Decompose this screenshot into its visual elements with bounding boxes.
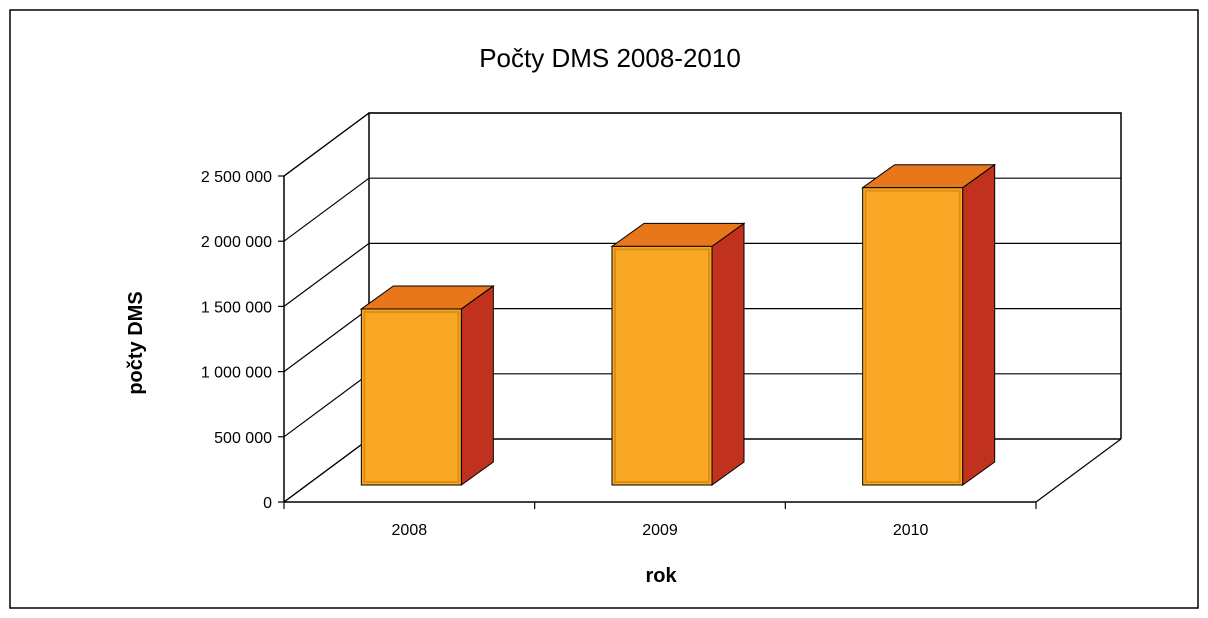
floor-right-edge xyxy=(1035,438,1122,503)
bar-front-face xyxy=(611,245,713,486)
x-axis-title: rok xyxy=(645,565,677,587)
y-tick-label: 1 000 000 xyxy=(201,365,272,382)
y-tick-label: 500 000 xyxy=(214,430,272,447)
bar-front-highlight xyxy=(864,189,961,484)
side-wall-gridline xyxy=(283,242,370,307)
bar-front-face xyxy=(862,187,964,486)
y-tick-label: 2 000 000 xyxy=(201,234,272,251)
plot-area: 0 500 000 1 000 000 1 500 000 2 000 000 2 500… xyxy=(201,112,1122,539)
bar-front-highlight xyxy=(363,310,460,483)
x-tick-label: 2009 xyxy=(642,522,678,539)
bar-side-face xyxy=(711,222,745,486)
side-wall-gridline xyxy=(283,373,370,438)
y-tick-label: 2 500 000 xyxy=(201,169,272,186)
bar-side-face xyxy=(460,284,494,486)
bar-front-face xyxy=(360,308,462,486)
bar xyxy=(861,163,997,486)
side-wall-gridline xyxy=(283,308,370,373)
y-tick-label: 0 xyxy=(263,495,272,512)
bar-front-highlight xyxy=(614,248,710,483)
x-tick-label: 2010 xyxy=(893,522,929,539)
floor-left-edge xyxy=(283,438,370,503)
bar xyxy=(359,284,495,486)
y-axis-title: počty DMS xyxy=(125,291,147,394)
y-tick-label: 1 500 000 xyxy=(201,299,272,316)
chart-title: Počty DMS 2008-2010 xyxy=(479,43,741,73)
side-wall-gridline xyxy=(283,112,370,177)
x-tick-label: 2008 xyxy=(392,522,428,539)
bar-side-face xyxy=(962,163,996,486)
bar xyxy=(610,222,746,486)
side-wall-gridline xyxy=(283,177,370,242)
